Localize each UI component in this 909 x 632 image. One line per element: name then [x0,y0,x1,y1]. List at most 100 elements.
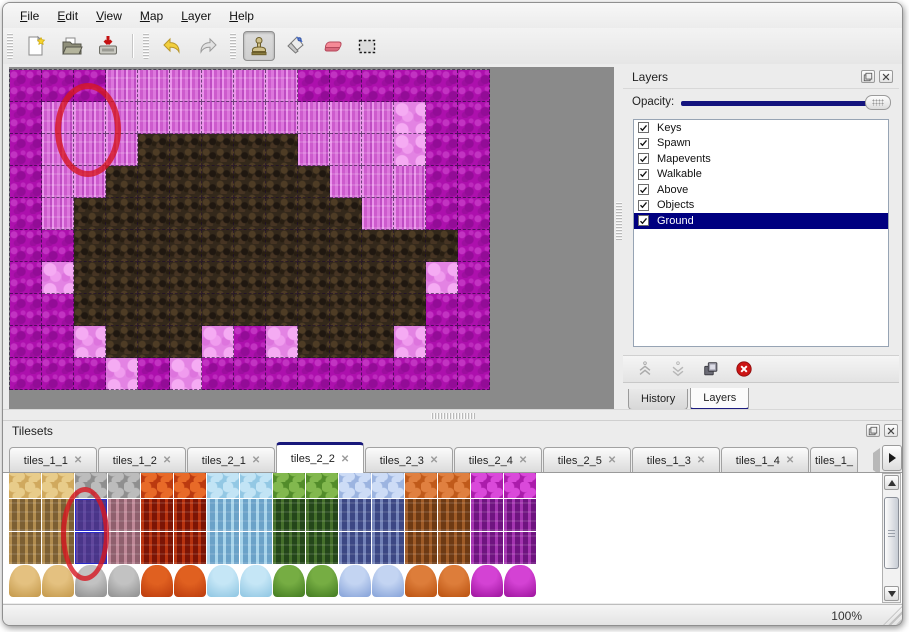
tileset-tile-lava[interactable] [174,532,206,564]
map-tile-magenta-rock[interactable] [138,358,170,390]
fill-tool-button[interactable] [279,31,311,61]
tileset-tile-orange-bubble[interactable] [405,499,437,531]
map-tile-pink-pillar-rock[interactable] [42,102,74,134]
map-tile-dark-brown-rock[interactable] [394,294,426,326]
map-tile-magenta-rock[interactable] [202,358,234,390]
tileset-tile-magenta-cells[interactable] [471,565,503,597]
map-tile-dark-brown-rock[interactable] [266,230,298,262]
map-tile-dark-brown-rock[interactable] [330,198,362,230]
map-tile-bright-pink-rock[interactable] [202,326,234,358]
map-tile-dark-brown-rock[interactable] [202,198,234,230]
map-tile-pink-pillar-rock[interactable] [74,102,106,134]
toolbar-handle[interactable] [143,33,149,59]
map-tile-magenta-rock[interactable] [458,134,490,166]
layer-visibility-checkbox[interactable] [638,153,649,165]
map-tile-pink-pillar-rock[interactable] [362,166,394,198]
map-tile-dark-brown-rock[interactable] [202,230,234,262]
map-tile-pink-pillar-rock[interactable] [330,166,362,198]
map-tile-magenta-rock[interactable] [426,294,458,326]
tileset-tile-vines[interactable] [306,499,338,531]
tileset-tile-ice[interactable] [207,532,239,564]
map-tile-magenta-rock[interactable] [10,230,42,262]
map-tile-magenta-rock[interactable] [74,358,106,390]
tileset-tab-tiles_1[interactable]: tiles_1_ [810,447,858,473]
map-tile-bright-pink-rock[interactable] [42,262,74,294]
map-tile-dark-brown-rock[interactable] [298,230,330,262]
map-tile-magenta-rock[interactable] [458,166,490,198]
map-tile-dark-brown-rock[interactable] [234,166,266,198]
tileset-tile-vines[interactable] [273,565,305,597]
map-tile-dark-brown-rock[interactable] [106,198,138,230]
map-tile-magenta-rock[interactable] [42,294,74,326]
map-tile-magenta-rock[interactable] [10,358,42,390]
map-tile-dark-brown-rock[interactable] [234,198,266,230]
tileset-tile-blue-crystal[interactable] [339,565,371,597]
float-panel-button[interactable] [861,70,875,83]
map-canvas[interactable] [9,67,614,409]
map-tile-magenta-rock[interactable] [458,358,490,390]
tileset-tile-vines[interactable] [273,532,305,564]
map-tile-dark-brown-rock[interactable] [170,166,202,198]
tileset-tile-gray-stone[interactable] [75,473,107,498]
tileset-view[interactable] [3,473,902,603]
tab-close-icon[interactable]: ✕ [785,455,795,466]
tileset-tile-magenta-cells[interactable] [471,499,503,531]
tileset-tile-blue-crystal[interactable] [372,532,404,564]
tileset-tile-selected[interactable] [75,499,107,531]
layer-visibility-checkbox[interactable] [638,199,649,211]
map-tile-dark-brown-rock[interactable] [266,166,298,198]
map-tile-pink-pillar-rock[interactable] [330,134,362,166]
opacity-slider-handle[interactable] [865,95,891,110]
new-file-button[interactable] [20,31,52,61]
layer-visibility-checkbox[interactable] [638,137,649,149]
map-tile-magenta-rock[interactable] [458,326,490,358]
map-tile-magenta-rock[interactable] [10,294,42,326]
map-tile-pink-pillar-rock[interactable] [138,70,170,102]
map-tile-dark-brown-rock[interactable] [266,262,298,294]
tileset-tab-tiles_2_2[interactable]: tiles_2_2 ✕ [276,442,364,473]
tileset-tile-sand[interactable] [9,473,41,498]
tab-close-icon[interactable]: ✕ [696,455,706,466]
tileset-tile-selected[interactable] [75,532,107,564]
map-tile-magenta-rock[interactable] [394,358,426,390]
layer-row-walkable[interactable]: Walkable [634,167,888,183]
map-tile-magenta-rock[interactable] [42,326,74,358]
map-tile-magenta-rock[interactable] [330,358,362,390]
map-tile-dark-brown-rock[interactable] [362,294,394,326]
tileset-tile-sand[interactable] [9,565,41,597]
tileset-tile-sand[interactable] [42,565,74,597]
tileset-tile-ice[interactable] [240,473,272,498]
tileset-tile-lava[interactable] [174,473,206,498]
lower-layer-button[interactable] [668,359,688,379]
tileset-tile-blue-crystal[interactable] [339,532,371,564]
map-tile-magenta-rock[interactable] [42,230,74,262]
map-tile-dark-brown-rock[interactable] [170,134,202,166]
tileset-tile-ice[interactable] [207,473,239,498]
redo-button[interactable] [192,31,224,61]
scroll-down-button[interactable] [884,586,899,601]
map-tile-pink-pillar-rock[interactable] [138,102,170,134]
map-tile-pink-pillar-rock[interactable] [362,134,394,166]
map-tile-pink-pillar-rock[interactable] [298,134,330,166]
close-panel-button[interactable] [879,70,893,83]
tileset-tile-vines[interactable] [306,473,338,498]
map-tile-dark-brown-rock[interactable] [362,230,394,262]
map-tile-magenta-rock[interactable] [234,326,266,358]
tileset-tile-gray-stone[interactable] [108,499,140,531]
map-tile-magenta-rock[interactable] [42,70,74,102]
tileset-tile-sand[interactable] [42,499,74,531]
map-tile-dark-brown-rock[interactable] [170,326,202,358]
map-tile-dark-brown-rock[interactable] [202,166,234,198]
tab-close-icon[interactable]: ✕ [162,455,172,466]
tileset-tile-lava[interactable] [141,499,173,531]
map-tile-dark-brown-rock[interactable] [170,294,202,326]
tileset-tile-gray-stone[interactable] [75,565,107,597]
map-tile-magenta-rock[interactable] [458,262,490,294]
tileset-tile-blue-crystal[interactable] [372,473,404,498]
float-panel-button[interactable] [866,424,880,437]
layer-row-keys[interactable]: Keys [634,120,888,136]
map-tile-dark-brown-rock[interactable] [106,166,138,198]
map-tile-magenta-rock[interactable] [330,70,362,102]
map-tile-pink-pillar-rock[interactable] [74,134,106,166]
map-tile-dark-brown-rock[interactable] [106,294,138,326]
